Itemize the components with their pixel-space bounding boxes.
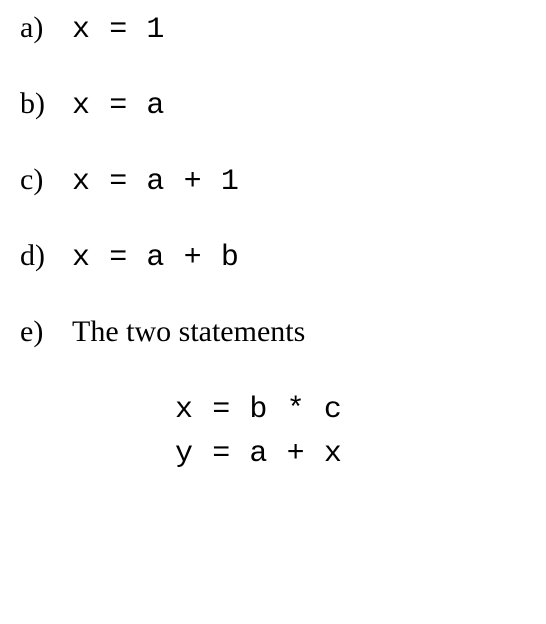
- item-label: d): [20, 238, 72, 274]
- item-label: a): [20, 10, 72, 46]
- item-code: x = a + b: [72, 240, 239, 276]
- item-label: e): [20, 314, 72, 350]
- item-code: x = a: [72, 88, 165, 124]
- code-block: x = b * c y = a + x: [175, 392, 526, 472]
- list-item-e: e) The two statements: [20, 314, 526, 350]
- item-label: c): [20, 162, 72, 198]
- list-item-b: b) x = a: [20, 86, 526, 124]
- list-item-d: d) x = a + b: [20, 238, 526, 276]
- list-item-a: a) x = 1: [20, 10, 526, 48]
- list-item-c: c) x = a + 1: [20, 162, 526, 200]
- item-code: x = a + 1: [72, 164, 239, 200]
- code-line-1: x = b * c: [175, 392, 526, 428]
- code-line-2: y = a + x: [175, 436, 526, 472]
- item-label: b): [20, 86, 72, 122]
- item-code: x = 1: [72, 12, 165, 48]
- item-text: The two statements: [72, 314, 305, 350]
